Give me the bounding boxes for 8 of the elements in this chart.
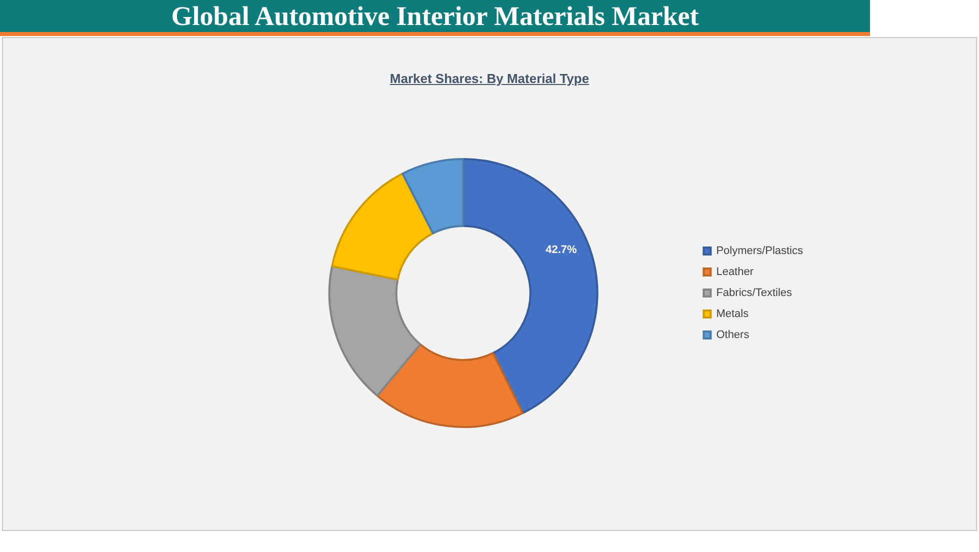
chart-title: Global Automotive Interior Materials Market bbox=[0, 0, 870, 32]
legend-label: Polymers/Plastics bbox=[716, 245, 804, 258]
legend-label: Others bbox=[716, 329, 750, 342]
data-label: 42.7% bbox=[546, 244, 578, 256]
legend-label: Leather bbox=[716, 266, 754, 278]
chart-subtitle: Market Shares: By Material Type bbox=[388, 71, 590, 86]
legend-label: Fabrics/Textiles bbox=[716, 287, 792, 300]
legend-label: Metals bbox=[716, 308, 750, 320]
